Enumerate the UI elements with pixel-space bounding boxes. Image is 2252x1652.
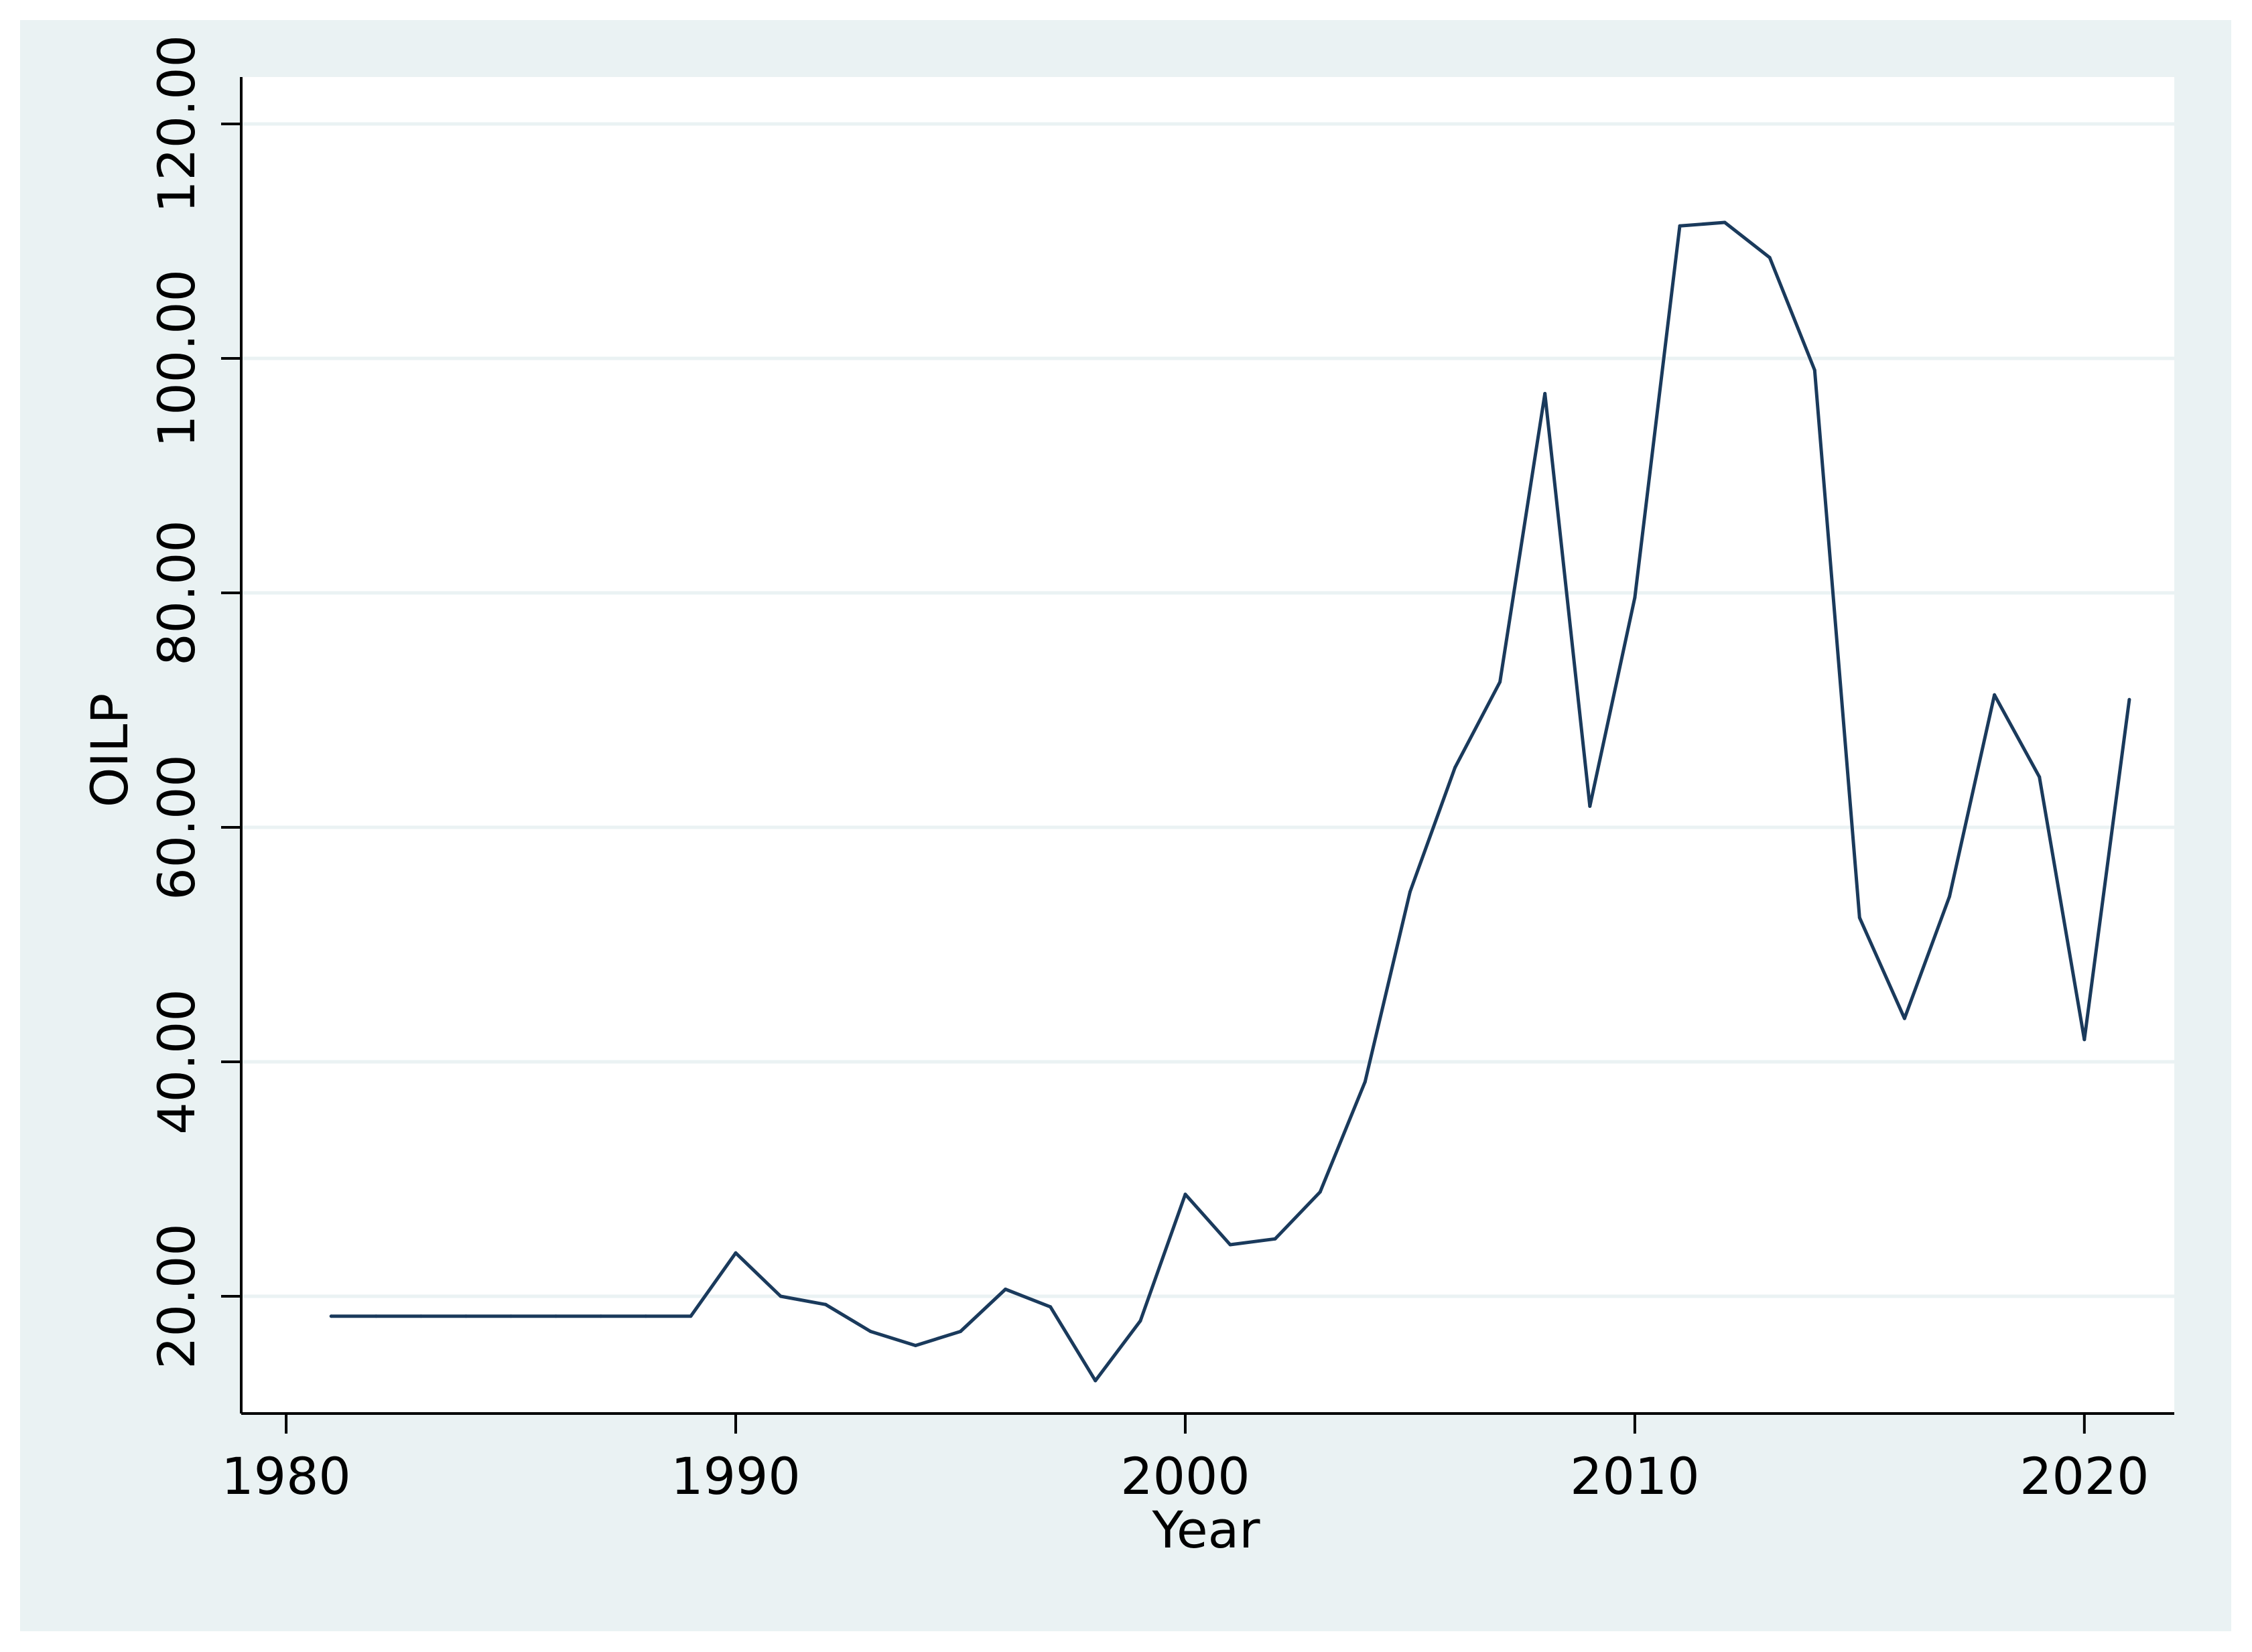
data-point — [1183, 1192, 1187, 1196]
data-point — [1498, 680, 1502, 684]
data-point — [1094, 1379, 1098, 1383]
y-tick-label: 40.00 — [147, 989, 206, 1135]
data-point — [1993, 693, 1997, 697]
data-point — [1004, 1288, 1008, 1291]
data-point — [1408, 890, 1412, 894]
x-tick-label: 1980 — [221, 1446, 350, 1506]
y-axis-title: OILP — [80, 693, 139, 807]
data-point — [509, 1314, 513, 1318]
data-point — [1588, 805, 1592, 808]
x-tick-label: 2020 — [2019, 1446, 2149, 1506]
data-point — [1768, 256, 1772, 259]
data-point — [554, 1314, 558, 1318]
data-point — [1138, 1319, 1142, 1323]
y-gridlines — [241, 122, 2174, 1298]
data-point — [329, 1314, 333, 1318]
data-point — [1049, 1305, 1053, 1309]
data-point — [464, 1314, 468, 1318]
series-layer — [329, 220, 2131, 1383]
data-point — [2038, 775, 2042, 779]
data-point — [1453, 766, 1457, 770]
data-point — [1812, 368, 1816, 372]
data-point — [823, 1302, 827, 1306]
x-tick-label: 2000 — [1120, 1446, 1250, 1506]
y-tick-label: 60.00 — [147, 754, 206, 900]
y-tick-label: 80.00 — [147, 520, 206, 666]
data-point — [644, 1314, 648, 1318]
x-tick-label: 1990 — [671, 1446, 800, 1506]
data-point — [913, 1344, 917, 1347]
data-point — [1273, 1237, 1277, 1241]
data-point — [1228, 1243, 1232, 1247]
data-point — [734, 1251, 738, 1255]
data-point — [868, 1330, 872, 1333]
data-point — [1543, 392, 1547, 395]
data-point — [1948, 894, 1952, 898]
plot-area-background — [241, 77, 2174, 1414]
data-point — [1902, 1016, 1906, 1020]
data-point — [419, 1314, 423, 1318]
data-point — [958, 1330, 962, 1333]
y-tick-label: 100.00 — [147, 269, 206, 448]
x-axis-ticks: 1980 1990 2000 2010 2020 — [221, 1414, 2149, 1506]
data-point — [1723, 220, 1727, 224]
data-point — [2082, 1038, 2087, 1042]
data-point — [2127, 697, 2131, 701]
y-tick-label: 20.00 — [147, 1223, 206, 1369]
data-point — [1318, 1190, 1322, 1194]
y-axis-ticks: 20.00 40.00 60.00 80.00 100.00 120.00 — [147, 35, 241, 1369]
y-tick-label: 120.00 — [147, 35, 206, 213]
data-point — [689, 1314, 693, 1318]
data-point — [1633, 596, 1637, 600]
x-tick-label: 2010 — [1570, 1446, 1699, 1506]
data-point — [1857, 916, 1861, 920]
data-point — [599, 1314, 603, 1318]
data-point — [1363, 1080, 1367, 1084]
data-point — [374, 1314, 378, 1318]
x-axis-title: Year — [1152, 1500, 1261, 1560]
data-point — [1678, 224, 1682, 228]
data-point — [779, 1294, 783, 1298]
